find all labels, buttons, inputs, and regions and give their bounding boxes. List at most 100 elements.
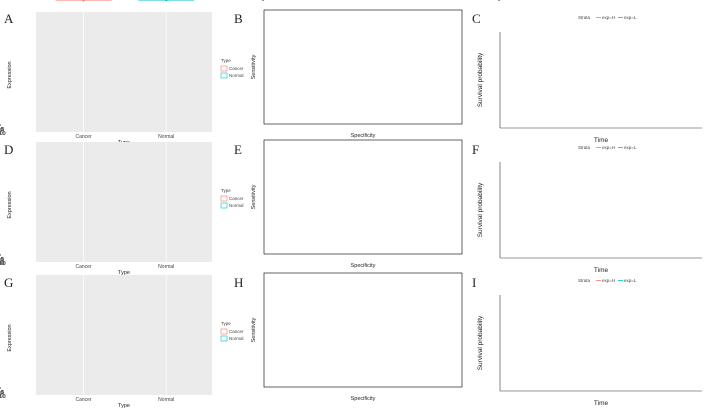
legend-title: Type — [221, 321, 231, 326]
y-tick-label: 0.75 — [487, 0, 497, 2]
y-tick-label: 0.25 — [487, 0, 497, 2]
x-tick-label: 0 — [0, 131, 2, 137]
y-tick-label: 0.25 — [487, 0, 497, 2]
legend-label: exp=H — [602, 15, 615, 20]
legend-label: Cancer — [229, 196, 244, 201]
x-tick-label: 1000 — [0, 131, 6, 137]
y-tick-label: 1.00 — [487, 0, 497, 2]
x-axis-label: Time — [594, 267, 609, 274]
y-tick-label: 0.6 — [258, 0, 265, 2]
x-axis-label: Type — [118, 403, 130, 409]
y-tick-label: 0.75 — [487, 0, 497, 2]
y-tick-label: 0.75 — [487, 0, 497, 2]
y-tick-label: 0.50 — [487, 0, 497, 2]
y-tick-label: 0.8 — [258, 0, 265, 2]
y-tick-label: 40000 — [20, 0, 34, 2]
panel-b: B1.51.00.50.0-0.50.00.20.40.60.81.0Speci… — [0, 0, 463, 139]
y-tick-label: 1.00 — [487, 0, 497, 2]
x-tick-label: Normal — [158, 397, 174, 403]
legend-label: Normal — [229, 336, 244, 341]
plot-background — [36, 275, 212, 395]
legend-title: Strata — [578, 278, 591, 283]
legend-label: exp=L — [624, 278, 637, 283]
legend-title: Strata — [578, 15, 591, 20]
y-tick-label: 0.8 — [258, 0, 265, 2]
plot-frame — [263, 9, 463, 125]
auc-annotation: AUC: 0.995 — [0, 0, 14, 2]
y-tick-label: 80000 — [20, 0, 34, 2]
y-tick-label: 30000 — [20, 0, 34, 2]
y-axis-label: Expression — [7, 61, 13, 88]
y-axis-label: Sensitivity — [251, 184, 257, 209]
y-tick-label: 30000 — [20, 0, 34, 2]
y-tick-label: 0.00 — [487, 0, 497, 2]
y-tick-label: 0 — [31, 0, 34, 2]
x-tick-label: 1.5 — [0, 257, 4, 263]
x-axis-label: Specificity — [351, 263, 376, 269]
y-tick-label: 20000 — [20, 0, 34, 2]
x-tick-label: 0.0 — [0, 390, 4, 396]
y-tick-label: 1.00 — [487, 0, 497, 2]
y-tick-label: 0.00 — [487, 0, 497, 2]
y-tick-label: 0.25 — [487, 0, 497, 2]
y-tick-label: 40000 — [20, 0, 34, 2]
panel-label: C — [472, 11, 481, 26]
x-tick-label: 0.0 — [0, 257, 4, 263]
panel-label: G — [4, 275, 13, 290]
legend-title: Strata — [578, 145, 591, 150]
y-axis-label: Sensitivity — [251, 54, 257, 79]
y-tick-label: 0.0 — [258, 0, 265, 2]
y-tick-label: 10000 — [20, 0, 34, 2]
legend-label: exp=L — [624, 145, 637, 150]
legend-title: Type — [221, 58, 231, 63]
x-tick-label: 0.0 — [0, 127, 4, 133]
plot-frame — [263, 272, 463, 388]
x-tick-label: 0 — [0, 261, 2, 267]
x-tick-label: -0.5 — [0, 257, 5, 263]
x-tick-label: 2000 — [0, 394, 6, 400]
x-tick-label: Normal — [158, 134, 174, 140]
y-tick-label: 0 — [31, 0, 34, 2]
y-tick-label: 0.50 — [487, 0, 497, 2]
x-tick-label: Cancer — [75, 134, 91, 140]
y-tick-label: 20000 — [20, 0, 34, 2]
y-tick-label: 0.2 — [258, 0, 265, 2]
panel-e: E1.51.00.50.0-0.50.00.20.40.60.81.0Speci… — [0, 0, 463, 269]
x-tick-label: 1.5 — [0, 127, 4, 133]
panel-label: A — [4, 11, 14, 26]
legend-label: exp=H — [602, 278, 615, 283]
legend-key — [220, 335, 228, 342]
plot-background — [36, 12, 212, 132]
x-tick-label: Cancer — [75, 264, 91, 270]
panel-a: A 010000200003000040000 Cancer Normal Type Ex… — [4, 0, 244, 146]
y-axis-label: Expression — [7, 191, 13, 218]
panel-d: D 010000200003000040000 Cancer Normal Type Ex… — [4, 0, 244, 276]
y-tick-label: 10000 — [20, 0, 34, 2]
x-tick-label: 3000 — [0, 131, 6, 137]
panel-i: I0.000.250.500.751.000100020003000TimeSu… — [0, 0, 702, 407]
x-tick-label: 1000 — [0, 394, 6, 400]
legend-label: exp=H — [602, 145, 615, 150]
legend-title: Type — [221, 188, 231, 193]
y-tick-label: 0.6 — [258, 0, 265, 2]
panel-c: C0.000.250.500.751.000100020003000TimeSu… — [0, 0, 702, 144]
y-tick-label: 0.50 — [487, 0, 497, 2]
legend-key — [220, 72, 228, 79]
y-tick-label: 0.2 — [258, 0, 265, 2]
panel-label: I — [472, 275, 476, 290]
y-tick-label: 20000 — [20, 0, 34, 2]
legend-key — [220, 195, 228, 202]
plot-background — [36, 142, 212, 262]
legend-key — [220, 65, 228, 72]
y-tick-label: 0.4 — [258, 0, 265, 2]
y-tick-label: 0.00 — [487, 0, 497, 2]
x-tick-label: 0 — [0, 394, 2, 400]
legend-key — [220, 202, 228, 209]
y-tick-label: 0.4 — [258, 0, 265, 2]
y-tick-label: 0.0 — [258, 0, 265, 2]
x-tick-label: 2000 — [0, 261, 6, 267]
y-axis-label: Survival probability — [477, 315, 484, 370]
legend-label: Cancer — [229, 66, 244, 71]
y-tick-label: 0.2 — [258, 0, 265, 2]
